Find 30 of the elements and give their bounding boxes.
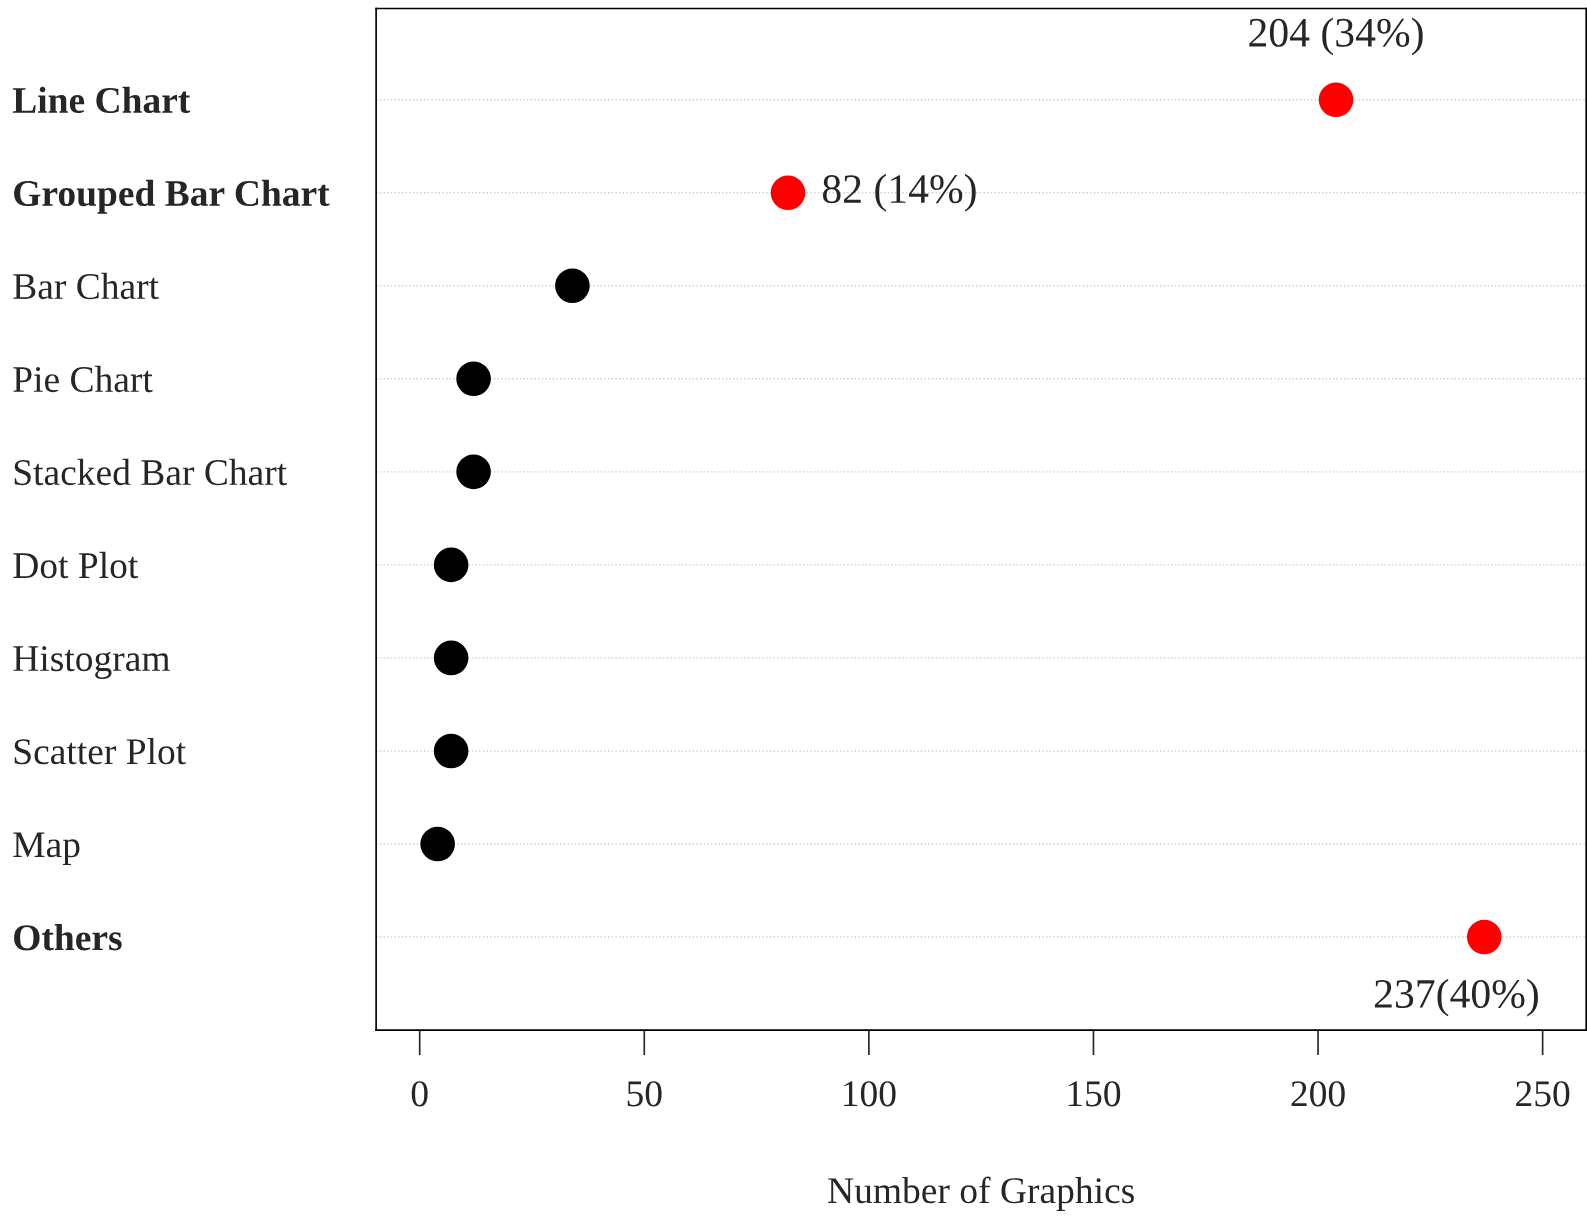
- y-tick-label: Scatter Plot: [14, 737, 186, 765]
- x-axis-title: Number of Graphics: [828, 1176, 1134, 1211]
- y-tick-label: Histogram: [13, 646, 170, 679]
- annotation: 204 (34%): [1249, 17, 1423, 56]
- x-tick-label: 250: [1516, 1081, 1570, 1107]
- x-tick-label: 150: [1068, 1081, 1121, 1107]
- y-tick-label: Others: [14, 924, 122, 951]
- y-tick-label: Grouped Bar Chart: [14, 179, 330, 214]
- y-tick-label: Dot Plot: [13, 551, 139, 579]
- point: [456, 361, 491, 397]
- x-tick-label: 0: [411, 1081, 428, 1107]
- x-tick-label: 200: [1291, 1081, 1345, 1107]
- point: [770, 175, 806, 211]
- annotation: 82 (14%): [822, 173, 976, 212]
- point: [1466, 919, 1502, 955]
- point: [433, 640, 469, 676]
- y-tick-label: Pie Chart: [13, 365, 153, 393]
- annotation: 237(40%): [1374, 978, 1538, 1017]
- point: [555, 268, 590, 304]
- x-tick-label: 100: [844, 1081, 896, 1107]
- y-tick-label: Line Chart: [12, 86, 191, 114]
- y-tick-label: Stacked Bar Chart: [14, 458, 287, 486]
- y-tick-label: Map: [13, 832, 80, 865]
- y-tick-label: Bar Chart: [13, 272, 159, 300]
- x-tick-label: 50: [627, 1081, 662, 1107]
- point: [420, 826, 455, 862]
- point: [433, 547, 469, 583]
- point: [1318, 82, 1354, 117]
- point: [456, 454, 491, 490]
- point: [433, 733, 469, 769]
